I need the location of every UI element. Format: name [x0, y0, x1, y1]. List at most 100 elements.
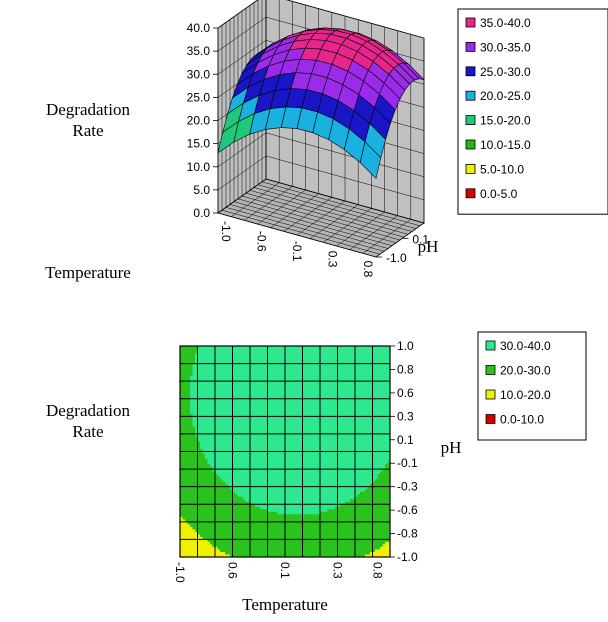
contour-cell: [260, 353, 263, 357]
contour-cell: [287, 469, 291, 472]
contour-cell: [245, 448, 248, 452]
contour-cell: [307, 506, 311, 510]
contour-cell: [222, 406, 226, 410]
contour-cell: [290, 446, 293, 450]
contour-cell: [217, 554, 221, 558]
contour-cell: [305, 361, 308, 364]
contour-cell: [222, 428, 226, 432]
contour-cell: [225, 529, 228, 533]
contour-cell: [182, 383, 186, 387]
contour-cell: [225, 524, 228, 528]
contour-cell: [252, 418, 256, 422]
contour-cell: [297, 489, 301, 493]
contour-cell: [235, 393, 238, 397]
contour-cell: [260, 476, 263, 480]
contour-cell: [265, 461, 268, 465]
contour-cell: [257, 441, 261, 445]
contour-cell: [217, 521, 221, 525]
contour-cell: [225, 443, 228, 447]
contour-cell: [292, 421, 296, 425]
contour-cell: [285, 499, 288, 503]
contour-cell: [227, 406, 231, 410]
contour-cell: [247, 346, 251, 349]
contour-cell: [262, 413, 266, 417]
contour-cell: [205, 421, 208, 425]
contour-cell: [255, 421, 258, 425]
contour-cell: [282, 391, 286, 395]
contour-cell: [277, 438, 281, 442]
contour-cell: [275, 529, 278, 533]
contour-cell: [270, 494, 273, 498]
contour-cell: [202, 516, 206, 520]
contour-cell: [265, 506, 268, 510]
contour-cell: [235, 353, 238, 357]
contour-cell: [250, 366, 253, 370]
contour-cell: [210, 464, 213, 467]
contour-cell: [247, 383, 251, 387]
contour-cell: [202, 531, 206, 535]
contour-cell: [310, 391, 313, 395]
contour-cell: [252, 534, 256, 538]
contour-cell: [280, 391, 283, 395]
contour-cell: [305, 451, 308, 455]
contour-cell: [225, 448, 228, 452]
contour-cell: [240, 549, 243, 553]
contour-cell: [222, 531, 226, 535]
contour-cell: [247, 481, 251, 485]
contour-cell: [195, 386, 198, 390]
contour-cell: [240, 438, 243, 442]
contour-cell: [232, 348, 236, 352]
contour-cell: [235, 398, 238, 402]
contour-cell: [260, 519, 263, 523]
contour-cell: [187, 501, 191, 505]
contour-cell: [232, 368, 236, 372]
contour-cell: [247, 526, 251, 530]
contour-cell: [212, 479, 216, 483]
contour-cell: [257, 459, 261, 462]
contour-cell: [217, 441, 221, 445]
contour-cell: [242, 411, 246, 415]
contour-cell: [302, 396, 306, 400]
contour-cell: [217, 551, 221, 555]
contour-cell: [205, 551, 208, 555]
contour-cell: [235, 408, 238, 412]
contour-cell: [262, 443, 266, 447]
contour-cell: [312, 554, 316, 558]
contour-cell: [272, 459, 276, 462]
contour-cell: [230, 551, 233, 555]
contour-cell: [207, 529, 211, 533]
contour-cell: [200, 481, 203, 485]
contour-cell: [317, 506, 321, 510]
contour-cell: [295, 383, 298, 387]
contour-cell: [277, 378, 281, 382]
contour-cell: [287, 531, 291, 535]
contour-cell: [295, 363, 298, 367]
contour-cell: [307, 481, 311, 485]
contour-cell: [197, 391, 201, 395]
contour-cell: [180, 524, 183, 528]
contour-cell: [267, 443, 271, 447]
contour-cell: [315, 426, 318, 430]
contour-cell: [305, 531, 308, 535]
contour-cell: [290, 476, 293, 480]
contour-cell: [180, 441, 183, 445]
contour-cell: [240, 396, 243, 400]
contour-cell: [222, 474, 226, 478]
contour-cell: [235, 464, 238, 467]
contour-cell: [300, 413, 303, 417]
contour-cell: [225, 351, 228, 354]
contour-cell: [200, 403, 203, 407]
contour-cell: [202, 426, 206, 430]
contour-cell: [312, 428, 316, 432]
contour-cell: [255, 459, 258, 462]
contour-cell: [207, 346, 211, 349]
contour-cell: [205, 401, 208, 405]
contour-cell: [237, 428, 241, 432]
contour-cell: [232, 423, 236, 427]
contour-cell: [207, 459, 211, 462]
contour-cell: [220, 521, 223, 525]
contour-cell: [180, 551, 183, 555]
contour-cell: [250, 446, 253, 450]
contour-cell: [307, 408, 311, 412]
contour-cell: [200, 351, 203, 354]
